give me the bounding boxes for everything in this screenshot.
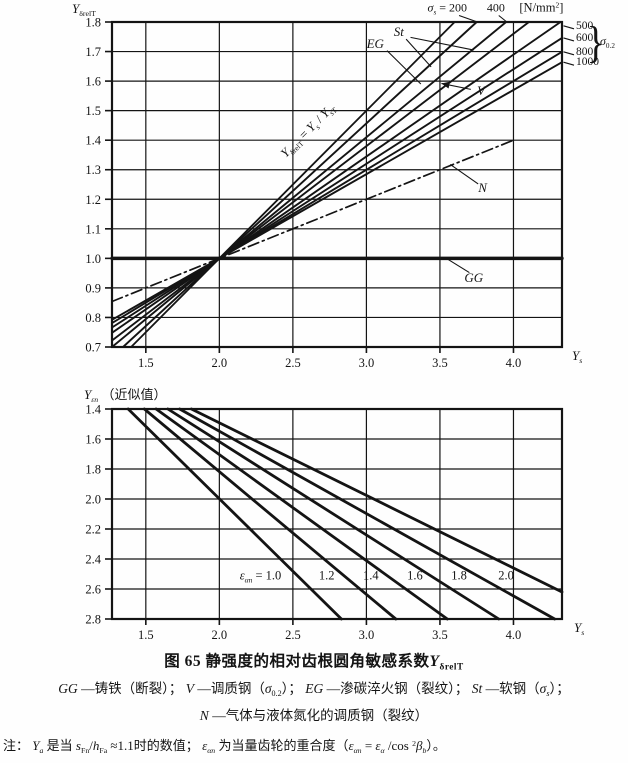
chart-yen-approx: 1.5 2.0 2.5 3.0 3.5 4.0 1.4 1.6 1.8 2.0 2.2 2.4 2.6 2…	[0, 380, 628, 652]
tick-label-y: 2.0	[85, 493, 101, 507]
chart-canvas-bottom: 1.5 2.0 2.5 3.0 3.5 4.0 1.4 1.6 1.8 2.0 2.2 2.4 2.6 2…	[85, 403, 564, 642]
sigma02-value-label: 600	[576, 31, 594, 44]
series-ean-1.2	[142, 407, 398, 621]
annotation-label: [N/mm2]	[519, 0, 564, 15]
leader-line	[410, 36, 474, 51]
y-axis-title-bottom: Yεn （近似值）	[84, 387, 167, 405]
footnote: 注： Ya 是当 sFn/hFa ≈1.1时的数值； εαn 为当量齿轮的重合度…	[3, 738, 446, 756]
tick-label-y: 0.7	[85, 341, 101, 355]
annotation-label: 1.4	[363, 567, 379, 582]
series-ean-1.0	[126, 407, 343, 621]
annotation-label: 400	[486, 0, 505, 15]
annotation-label: St	[393, 23, 404, 39]
tick-label-x: 2.0	[212, 356, 228, 370]
series-ean-1.8	[178, 407, 557, 621]
annotation-label: σs = 200	[427, 0, 468, 17]
tick-label-y: 1.7	[85, 45, 101, 59]
x-axis-title-bottom: Ys	[574, 620, 585, 638]
tick-label-y: 2.2	[85, 523, 101, 537]
series-V-800	[111, 50, 563, 325]
series-N	[111, 139, 515, 303]
tick-label-x: 3.0	[359, 356, 375, 370]
leader-line	[458, 14, 478, 23]
annotation-label: 1.2	[318, 567, 335, 582]
series-V-1000	[111, 61, 563, 321]
sigma02-label: σ0.2	[600, 34, 615, 50]
right-label-leader	[563, 51, 575, 56]
tick-label-y: 1.8	[85, 16, 101, 30]
series-ean-2.0	[190, 407, 564, 594]
series-V-500	[111, 21, 562, 334]
tick-label-y: 2.8	[85, 613, 101, 627]
annotation-label: EG	[366, 36, 384, 52]
tick-label-y: 1.2	[85, 193, 101, 207]
tick-label-x: 2.5	[285, 356, 301, 370]
series-ean-1.4	[154, 407, 449, 621]
tick-label-x: 1.5	[138, 628, 154, 642]
tick-label-y: 2.4	[85, 553, 101, 567]
tick-label-x: 4.0	[506, 356, 522, 370]
right-label-leader	[563, 37, 575, 42]
tick-label-x: 3.5	[432, 628, 448, 642]
x-axis-title-top: Ys	[572, 348, 583, 366]
leader-line	[386, 50, 422, 85]
figure-caption: 图 65 静强度的相对齿根圆角敏感系数YδrelT	[164, 653, 464, 673]
tick-label-x: 1.5	[138, 356, 154, 370]
tick-label-y: 2.6	[85, 583, 101, 597]
annotation-label: 1.8	[451, 567, 467, 582]
tick-label-x: 4.0	[506, 628, 522, 642]
tick-label-y: 1.6	[85, 433, 101, 447]
series-ean-1.6	[166, 407, 501, 621]
annotation-label: GG	[464, 270, 484, 286]
tick-label-y: 1.5	[85, 104, 101, 118]
tick-label-y: 1.3	[85, 163, 101, 177]
tick-label-x: 3.5	[432, 356, 448, 370]
material-legend-line-2: N —气体与液体氮化的调质钢（裂纹）	[199, 708, 429, 723]
series-V-600	[111, 37, 563, 329]
sigma02-value-label: 500	[576, 19, 594, 32]
tick-label-x: 2.5	[285, 628, 301, 642]
right-label-leader	[563, 61, 575, 66]
plot-border	[110, 20, 564, 349]
leader-arrowhead	[441, 81, 450, 89]
tick-label-y: 1.4	[85, 134, 101, 148]
sigma02-brace: }	[586, 18, 605, 67]
chart-canvas-top: 1.5 2.0 2.5 3.0 3.5 4.0 0.7 0.8 0.9 1.0 1.1 1.2 1.3 1…	[85, 14, 575, 370]
leader-line	[498, 15, 508, 23]
annotation-label: N	[478, 180, 487, 196]
annotation-label: 2.0	[498, 567, 514, 582]
annotation-label: 1.6	[407, 567, 423, 582]
leader-line	[447, 258, 470, 274]
tick-label-y: 1.4	[85, 403, 101, 417]
sigma02-value-label: 1000	[576, 56, 599, 69]
tick-label-y: 1.1	[85, 222, 101, 236]
material-legend-line-1: GG —铸铁（断裂）； V —调质钢（σ0.2）； EG —渗碳淬火钢（裂纹）；…	[58, 681, 570, 699]
tick-label-y: 0.8	[85, 311, 101, 325]
tick-label-x: 3.0	[359, 628, 375, 642]
tick-label-y: 1.0	[85, 252, 101, 266]
y-axis-title-top: YδrelT	[72, 1, 96, 19]
series-St-400	[111, 21, 508, 348]
right-label-leader	[563, 25, 575, 30]
leader-line	[449, 163, 479, 185]
sigma02-value-label: 800	[576, 45, 594, 58]
series-EG	[111, 21, 530, 342]
tick-label-x: 2.0	[212, 628, 228, 642]
tick-label-y: 1.8	[85, 463, 101, 477]
plot-border	[110, 407, 564, 621]
leader-line	[405, 38, 432, 68]
tick-label-y: 1.6	[85, 75, 101, 89]
annotation-label: V	[477, 83, 486, 99]
series-St-200	[122, 21, 478, 348]
chart-ydrelt-static: 1.5 2.0 2.5 3.0 3.5 4.0 0.7 0.8 0.9 1.0 1.1 1.2 1.3 1…	[0, 0, 628, 378]
series-Ys-YsT	[130, 21, 456, 348]
annotation-label: εαn = 1.0	[239, 567, 282, 584]
tick-label-y: 0.9	[85, 281, 101, 295]
